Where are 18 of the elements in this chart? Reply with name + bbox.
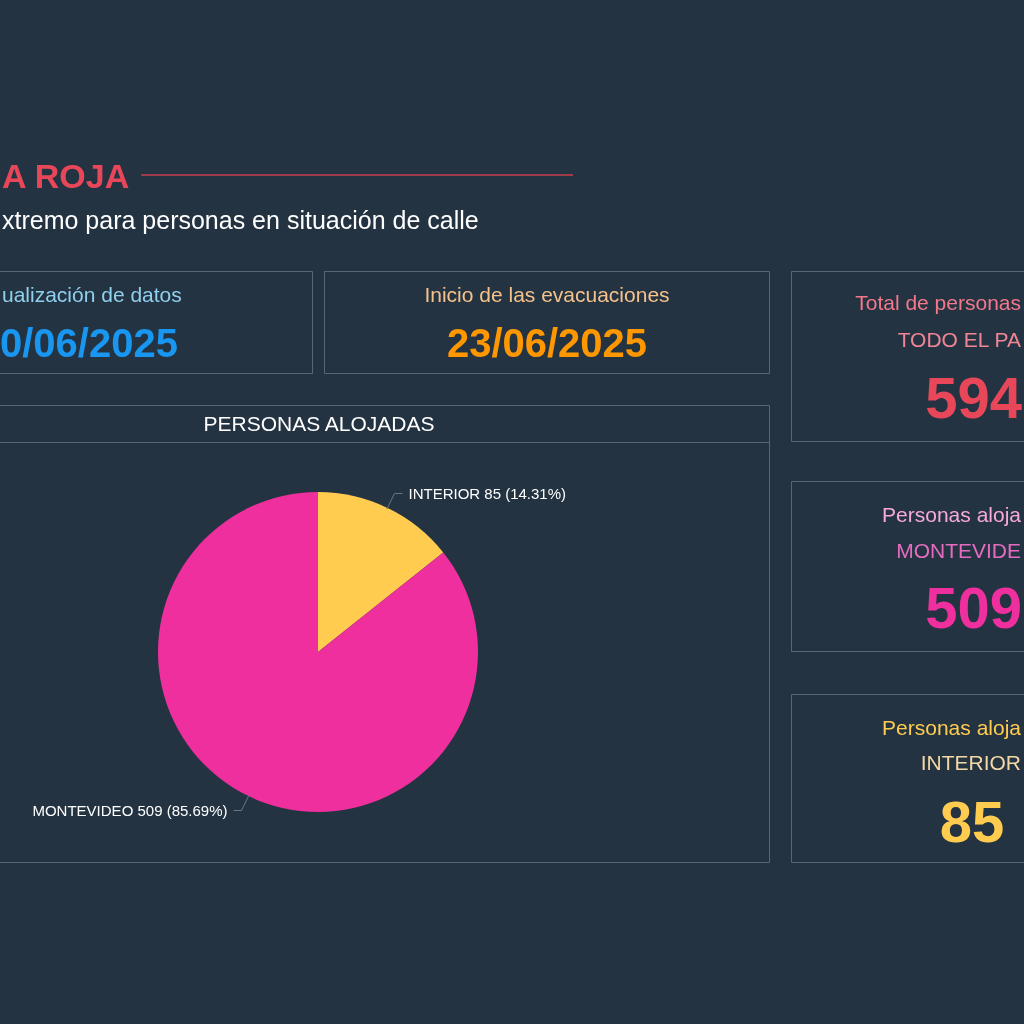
text: 23/06/2025: [446, 321, 648, 365]
text: 0/06/2025: [0, 321, 178, 365]
text: ualización de datos: [2, 283, 182, 306]
text: Total de personas: [855, 291, 1021, 314]
text: Personas aloja: [882, 503, 1022, 526]
text: 594: [925, 365, 1022, 430]
text: 85: [939, 789, 1005, 854]
slice-label: MONTEVIDEO 509 (85.69%): [32, 802, 228, 820]
text: Personas aloja: [882, 716, 1022, 739]
text: A ROJA: [2, 157, 130, 195]
chart-title: PERSONAS ALOJADAS: [203, 412, 435, 435]
text: xtremo para personas en situación de calle: [2, 206, 479, 234]
text: Inicio de las evacuaciones: [424, 283, 670, 306]
text: TODO EL PA: [897, 328, 1021, 351]
text: MONTEVIDE: [896, 539, 1021, 562]
text: INTERIOR: [920, 751, 1021, 774]
text: 509: [925, 575, 1022, 640]
slice-label: INTERIOR 85 (14.31%): [408, 484, 567, 502]
